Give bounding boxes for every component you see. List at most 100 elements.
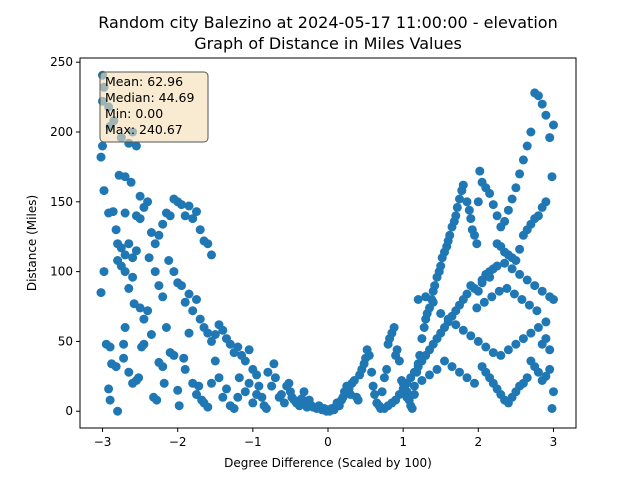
data-point [545, 345, 555, 355]
data-point [407, 404, 417, 413]
data-point [353, 395, 363, 405]
data-point [470, 230, 479, 240]
data-point [485, 272, 495, 282]
data-point [180, 211, 190, 221]
data-point [464, 205, 474, 215]
data-point [146, 228, 156, 237]
y-tick-label: 200 [50, 125, 73, 139]
data-point [541, 110, 551, 120]
data-point [233, 342, 243, 352]
data-point [105, 395, 115, 405]
data-point [257, 392, 267, 402]
data-point [500, 216, 510, 226]
data-point [379, 404, 389, 413]
data-point [382, 364, 392, 374]
data-point [119, 339, 129, 349]
data-point [511, 183, 521, 193]
data-point [134, 373, 144, 383]
data-point [394, 356, 404, 366]
data-point [210, 330, 220, 339]
data-point [549, 387, 558, 397]
data-point [188, 306, 198, 316]
data-point [105, 342, 115, 352]
data-point [177, 200, 186, 210]
data-point [533, 91, 543, 101]
stats-mean: Mean: 62.96 [105, 74, 183, 89]
chart-subtitle: Graph of Distance in Miles Values [194, 34, 462, 53]
data-point [124, 239, 134, 249]
data-point [389, 323, 399, 332]
data-point [524, 300, 534, 310]
data-point [263, 367, 273, 377]
data-point [240, 356, 250, 366]
data-point [111, 225, 121, 235]
data-point [240, 387, 250, 397]
data-point [218, 392, 228, 402]
data-point [500, 258, 510, 268]
data-point [522, 141, 532, 151]
data-point [458, 180, 468, 190]
data-point [128, 253, 138, 263]
data-point [377, 387, 387, 397]
data-point [368, 381, 378, 391]
x-tick-label: −2 [169, 435, 187, 449]
stats-median: Median: 44.69 [105, 90, 194, 105]
data-point [440, 356, 449, 366]
data-point [96, 152, 106, 162]
data-point [421, 292, 431, 302]
data-point [507, 194, 517, 204]
data-point [203, 328, 213, 338]
data-point [477, 278, 487, 288]
data-point [139, 339, 149, 349]
data-point [545, 364, 555, 374]
data-point [545, 133, 555, 143]
data-point [244, 345, 254, 355]
data-point [402, 387, 412, 397]
data-point [470, 378, 479, 388]
data-point [488, 348, 498, 358]
data-point [252, 370, 262, 380]
data-point [549, 120, 558, 130]
data-point [96, 288, 106, 298]
data-point [98, 141, 107, 151]
data-point [158, 362, 168, 372]
data-point [158, 292, 168, 302]
data-point [488, 200, 498, 210]
data-point [192, 207, 201, 217]
data-point [203, 402, 213, 412]
data-point [436, 309, 446, 318]
data-point [276, 390, 286, 399]
x-axis: −3 −2 −1 0 1 2 3 [94, 428, 557, 449]
data-point [392, 345, 402, 355]
data-point [180, 364, 190, 374]
data-point [492, 261, 502, 271]
data-point [261, 404, 271, 413]
chart-title: Random city Balezino at 2024-05-17 11:00… [98, 13, 557, 32]
data-point [279, 398, 289, 408]
data-point [111, 362, 121, 372]
data-point [507, 264, 517, 274]
data-point [120, 208, 130, 218]
data-point [120, 250, 130, 260]
data-point [349, 376, 359, 385]
data-point [417, 334, 427, 344]
data-point [150, 239, 160, 249]
data-point [492, 211, 502, 221]
data-point [194, 381, 204, 391]
data-point [413, 295, 423, 304]
data-point [452, 202, 462, 212]
data-point [248, 398, 258, 408]
data-point [517, 295, 527, 304]
y-tick-label: 50 [58, 334, 73, 348]
stats-min: Min: 0.00 [105, 106, 163, 121]
data-point [455, 367, 464, 377]
data-point [503, 205, 513, 215]
data-point [152, 395, 162, 405]
data-point [135, 303, 145, 313]
data-point [267, 381, 277, 391]
data-point [131, 141, 141, 151]
data-point [367, 367, 377, 377]
data-point [214, 373, 224, 383]
data-point [234, 373, 244, 383]
